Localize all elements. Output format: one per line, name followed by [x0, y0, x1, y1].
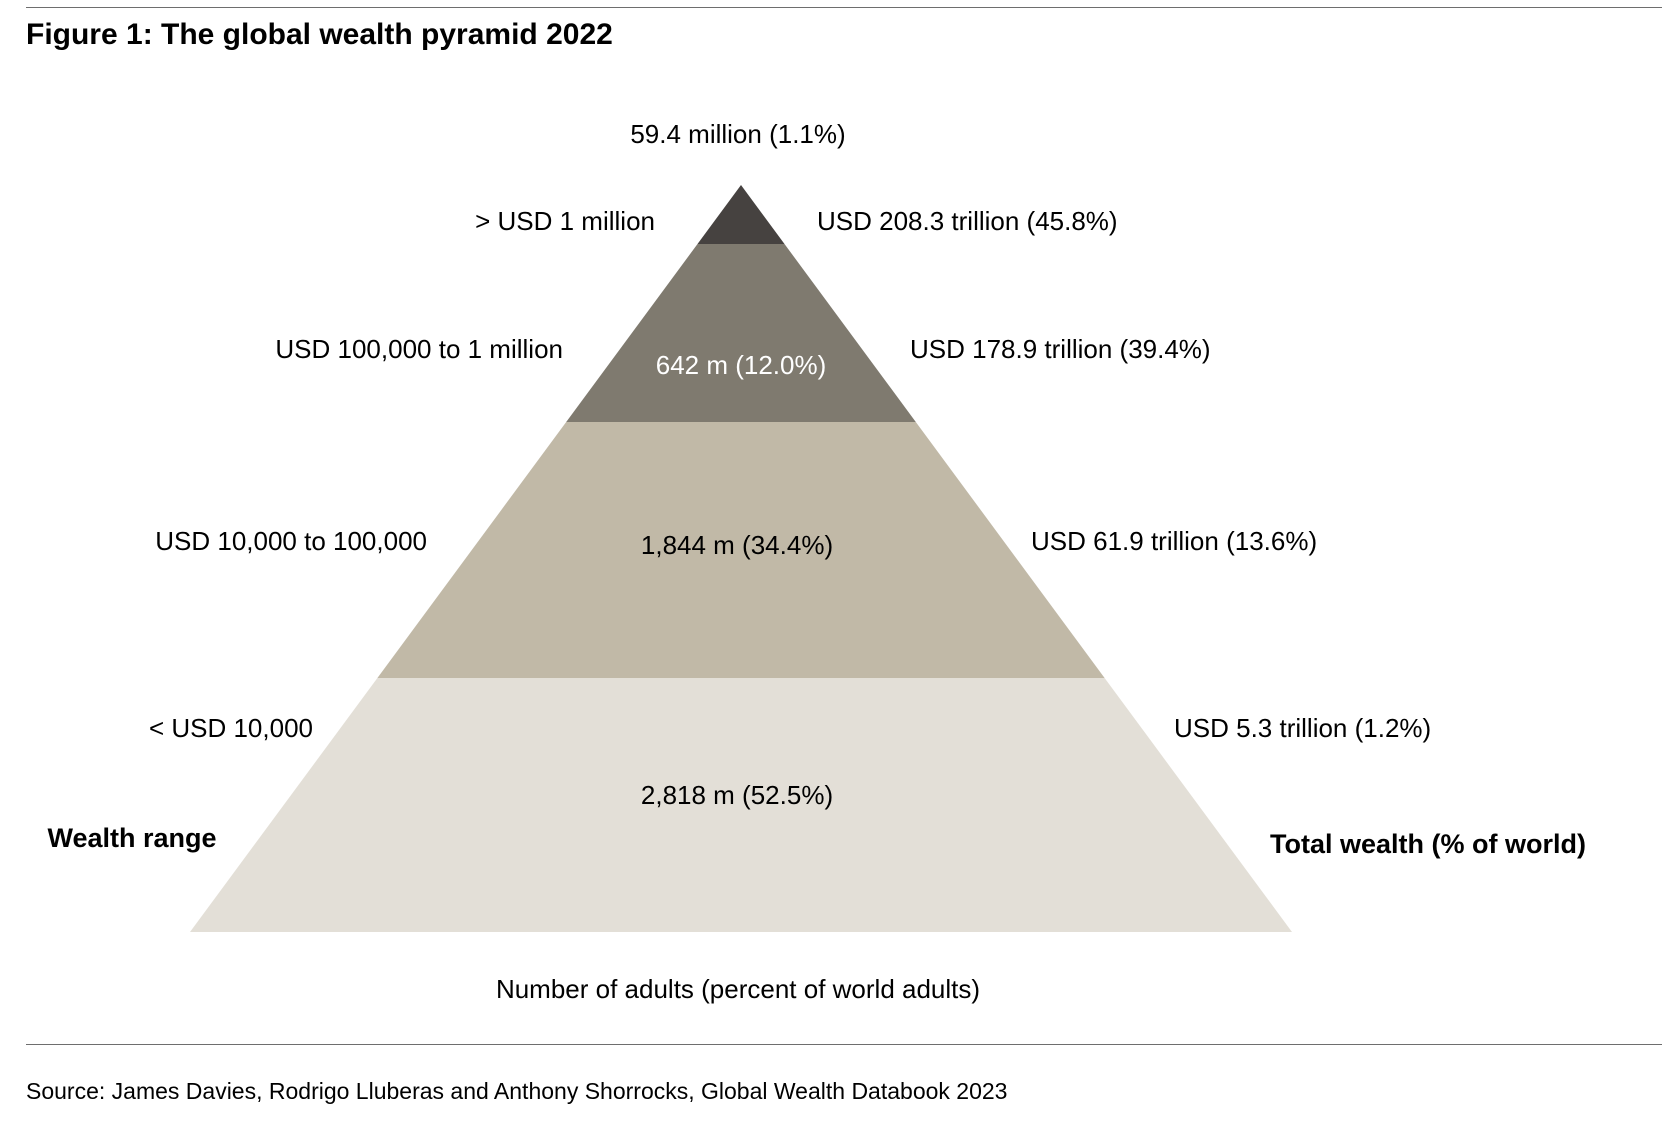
pyramid-tier-3: [377, 422, 1105, 678]
wealth-range-label-1: > USD 1 million: [475, 206, 655, 236]
total-wealth-label-1: USD 208.3 trillion (45.8%): [817, 206, 1118, 236]
adults-label-4: 2,818 m (52.5%): [641, 780, 833, 810]
bottom-rule: [26, 1044, 1662, 1045]
wealth-range-axis-label: Wealth range: [47, 823, 216, 853]
total-wealth-label-3: USD 61.9 trillion (13.6%): [1031, 526, 1317, 556]
source-note: Source: James Davies, Rodrigo Lluberas a…: [26, 1078, 1008, 1104]
total-wealth-label-4: USD 5.3 trillion (1.2%): [1174, 713, 1431, 743]
adults-axis-label: Number of adults (percent of world adult…: [496, 974, 980, 1004]
pyramid-tier-1: [697, 185, 785, 244]
wealth-range-label-2: USD 100,000 to 1 million: [275, 334, 563, 364]
total-wealth-label-2: USD 178.9 trillion (39.4%): [910, 334, 1211, 364]
pyramid-labels: > USD 1 million USD 208.3 trillion (45.8%…: [47, 119, 1586, 1004]
top-rule: [26, 7, 1662, 8]
pyramid-tiers: [190, 185, 1292, 932]
adults-label-2: 642 m (12.0%): [656, 350, 827, 380]
figure-title: Figure 1: The global wealth pyramid 2022: [26, 18, 613, 51]
wealth-range-label-4: < USD 10,000: [149, 713, 313, 743]
pyramid-tier-2: [566, 244, 916, 422]
pyramid-tier-4: [190, 678, 1292, 932]
adults-label-3: 1,844 m (34.4%): [641, 530, 833, 560]
total-wealth-axis-label: Total wealth (% of world): [1270, 829, 1586, 859]
wealth-range-label-3: USD 10,000 to 100,000: [155, 526, 427, 556]
adults-label-1: 59.4 million (1.1%): [630, 119, 845, 149]
